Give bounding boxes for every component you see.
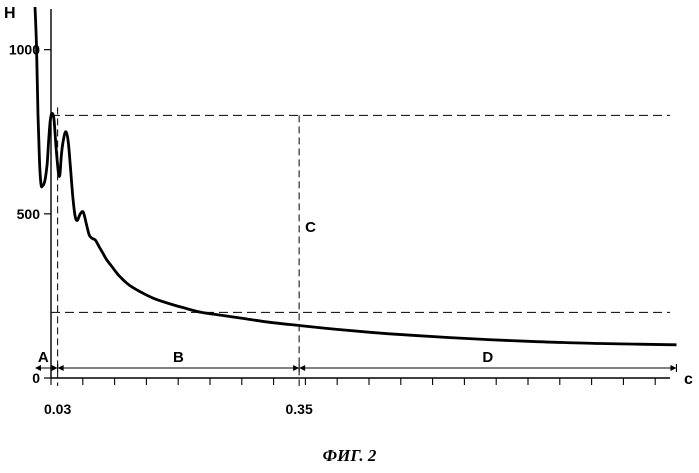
region-label-D: D bbox=[482, 349, 493, 366]
figure-caption: ФИГ. 2 bbox=[0, 446, 699, 466]
region-arrow-end-B bbox=[293, 365, 299, 371]
region-label-A: A bbox=[38, 349, 49, 366]
region-arrow-start-B bbox=[58, 365, 64, 371]
y-tick-label-2: 0 bbox=[32, 370, 40, 386]
x-tick-label-0: 0.03 bbox=[44, 401, 71, 417]
data-curve bbox=[35, 7, 677, 345]
x-tick-label-1: 0.35 bbox=[286, 401, 313, 417]
ticks bbox=[44, 50, 655, 385]
region-label-B: B bbox=[173, 349, 184, 366]
region-arrow-start-D bbox=[299, 365, 305, 371]
y-tick-label-1: 500 bbox=[17, 206, 41, 222]
x-axis-title: c bbox=[684, 371, 693, 388]
y-axis-title: H bbox=[4, 5, 16, 22]
axes bbox=[51, 9, 670, 378]
curve bbox=[35, 7, 677, 345]
vertical-line-label: C bbox=[305, 219, 316, 236]
labels: 100050000.030.35HcC bbox=[4, 5, 693, 417]
chart: 100050000.030.35HcC ABD bbox=[0, 0, 699, 440]
regions: ABD bbox=[35, 349, 676, 372]
region-arrow-end-A bbox=[52, 365, 58, 371]
region-arrow-end-D bbox=[670, 365, 676, 371]
